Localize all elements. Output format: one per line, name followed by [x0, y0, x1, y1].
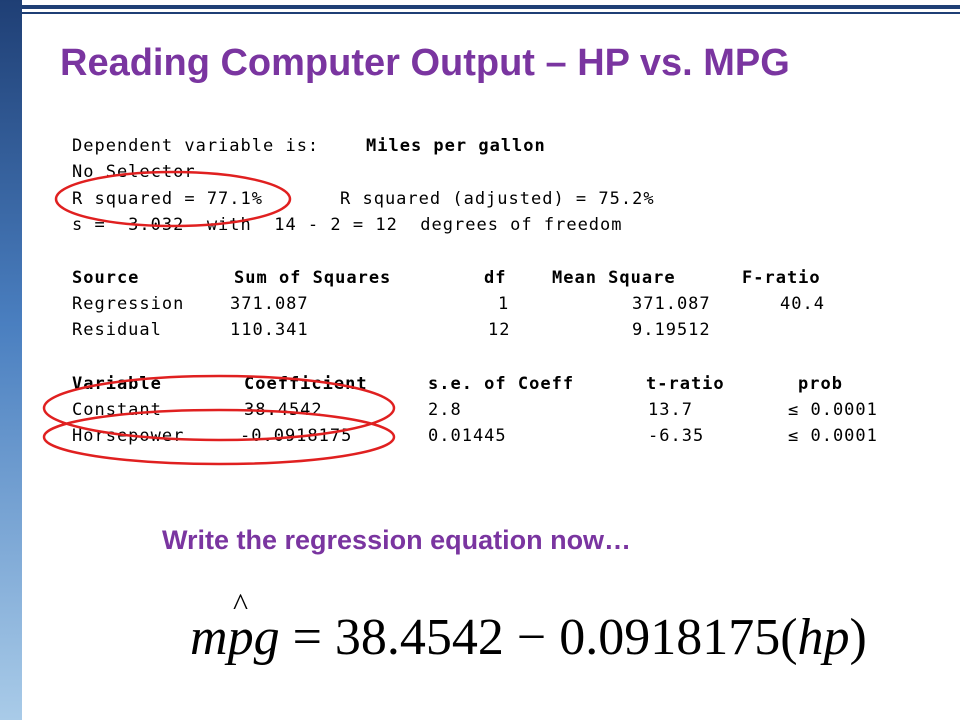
equation-open-paren: ( — [780, 609, 798, 666]
anova-cell: 40.4 — [780, 294, 825, 314]
equation-equals: = — [292, 609, 322, 666]
coef-cell: 13.7 — [648, 400, 693, 420]
regression-equation: mpg = 38.4542 − 0.0918175(hp) — [190, 608, 867, 667]
prompt-text: Write the regression equation now… — [162, 525, 632, 555]
equation-variable: hp — [797, 609, 850, 666]
anova-header-ss: Sum of Squares — [234, 268, 392, 288]
anova-cell: 1 — [498, 294, 510, 314]
anova-cell: 110.341 — [230, 320, 309, 340]
coef-cell: 0.01445 — [428, 426, 507, 446]
anova-header-ms: Mean Square — [552, 268, 676, 288]
anova-header-df: df — [484, 268, 507, 288]
coef-cell: -0.0918175 — [240, 426, 353, 446]
equation-p-hat: p — [228, 608, 254, 667]
anova-header-f: F-ratio — [742, 268, 821, 288]
coef-cell: Constant — [72, 400, 162, 420]
equation-intercept: 38.4542 — [334, 609, 504, 666]
coef-header-variable: Variable — [72, 374, 162, 394]
equation-g: g — [253, 609, 280, 666]
coef-header-se: s.e. of Coeff — [428, 374, 575, 394]
slide-title: Reading Computer Output – HP vs. MPG — [60, 42, 790, 84]
left-gradient-bar — [0, 0, 22, 720]
anova-cell: 9.19512 — [632, 320, 711, 340]
coef-cell: Horsepower — [72, 426, 185, 446]
coef-cell: -6.35 — [648, 426, 705, 446]
anova-cell: 12 — [488, 320, 511, 340]
anova-cell: Residual — [72, 320, 162, 340]
r-squared: R squared = 77.1% — [72, 189, 263, 209]
coef-header-coefficient: Coefficient — [244, 374, 368, 394]
equation-close-paren: ) — [849, 609, 867, 666]
coef-header-t: t-ratio — [646, 374, 725, 394]
selector-line: No Selector — [72, 162, 196, 182]
coef-cell: ≤ 0.0001 — [788, 400, 878, 420]
regression-output: Dependent variable is: Miles per gallon … — [72, 132, 892, 462]
coef-cell: 38.4542 — [244, 400, 323, 420]
equation-m: m — [190, 609, 228, 666]
anova-cell: 371.087 — [230, 294, 309, 314]
coef-cell: 2.8 — [428, 400, 462, 420]
equation-minus: − — [516, 609, 547, 666]
dependent-value: Miles per gallon — [366, 136, 546, 156]
top-rule-thin — [22, 12, 960, 14]
r-squared-adjusted: R squared (adjusted) = 75.2% — [340, 189, 655, 209]
top-rule-thick — [22, 5, 960, 9]
coef-cell: ≤ 0.0001 — [788, 426, 878, 446]
equation-slope: 0.0918175 — [559, 609, 781, 666]
dependent-label: Dependent variable is: — [72, 136, 320, 156]
coef-header-prob: prob — [798, 374, 843, 394]
anova-cell: Regression — [72, 294, 185, 314]
s-line: s = 3.032 with 14 - 2 = 12 degrees of fr… — [72, 215, 623, 235]
anova-header-source: Source — [72, 268, 140, 288]
anova-cell: 371.087 — [632, 294, 711, 314]
